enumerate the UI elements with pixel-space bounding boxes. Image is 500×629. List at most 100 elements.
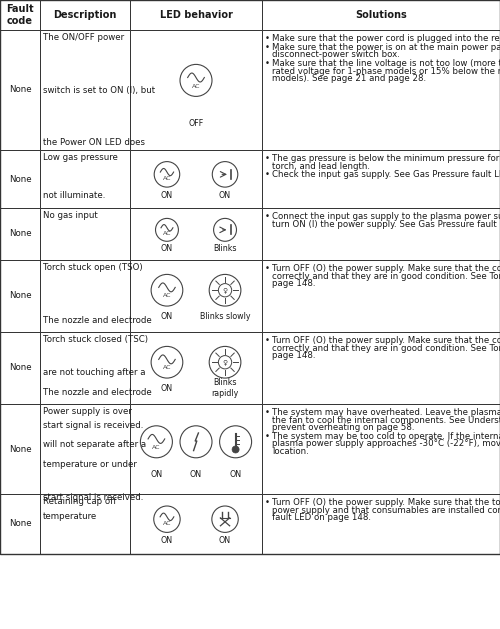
Text: torch, and lead length.: torch, and lead length. [272,162,370,170]
Text: Blinks: Blinks [214,244,237,253]
Text: AC: AC [152,445,160,450]
Text: •: • [265,408,270,417]
Text: Connect the input gas supply to the plasma power supply. Turn OFF (O) then: Connect the input gas supply to the plas… [272,212,500,221]
Bar [40,260,130,332]
Bar [262,404,500,494]
Text: None: None [8,230,32,238]
Text: page 148.: page 148. [272,279,316,288]
Text: will not separate after a: will not separate after a [43,440,146,449]
Text: Turn OFF (O) the power supply. Make sure that the consumables are installed: Turn OFF (O) the power supply. Make sure… [272,264,500,273]
Bar [40,208,130,260]
Text: The ON/OFF power: The ON/OFF power [43,33,124,42]
Bar [262,332,500,404]
Text: plasma power supply approaches -30°C (-22°F), move the system to a warmer: plasma power supply approaches -30°C (-2… [272,440,500,448]
Text: •: • [265,264,270,273]
Text: ♀: ♀ [222,359,228,365]
Text: Torch stuck open (TSO): Torch stuck open (TSO) [43,263,142,272]
Bar [0,332,40,404]
Text: ON: ON [190,470,202,479]
Bar [0,0,500,554]
Text: Low gas pressure: Low gas pressure [43,153,118,162]
Text: None: None [8,520,32,528]
Text: AC: AC [192,84,200,89]
Text: Description: Description [54,10,116,20]
Bar [262,30,500,150]
Bar [0,260,40,332]
Bar [0,150,40,208]
Text: None: None [8,174,32,184]
Text: AC: AC [162,365,171,370]
Text: location.: location. [272,447,309,456]
Text: ON: ON [219,191,231,200]
Bar [130,0,262,30]
Bar [262,260,500,332]
Text: Torch stuck closed (TSC): Torch stuck closed (TSC) [43,335,148,344]
Text: start signal is received.: start signal is received. [43,421,144,430]
Text: are not touching after a: are not touching after a [43,369,146,377]
Bar [262,208,500,260]
Text: fault LED on page 148.: fault LED on page 148. [272,513,371,522]
Text: OFF: OFF [188,119,204,128]
Text: •: • [265,34,270,43]
Text: prevent overheating on page 58.: prevent overheating on page 58. [272,423,414,432]
Text: Make sure that the power is on at the main power panel or at the: Make sure that the power is on at the ma… [272,43,500,52]
Text: power supply and that consumables are installed correctly. See Torch Cap: power supply and that consumables are in… [272,506,500,515]
Bar [262,150,500,208]
Text: None: None [8,86,32,94]
Text: start signal is received.: start signal is received. [43,493,144,502]
Text: None: None [8,445,32,454]
Bar [130,30,262,150]
Text: The nozzle and electrode: The nozzle and electrode [43,316,152,325]
Circle shape [232,446,239,453]
Text: •: • [265,336,270,345]
Text: Power supply is over: Power supply is over [43,407,132,416]
Text: None: None [8,364,32,372]
Text: The system may be too cold to operate. If the internal temperature of the: The system may be too cold to operate. I… [272,432,500,441]
Text: LED behavior: LED behavior [160,10,232,20]
Text: Make sure that the power cord is plugged into the receptacle.: Make sure that the power cord is plugged… [272,34,500,43]
Text: rated voltage for 1-phase models or 15% below the rated voltage for 3-phase: rated voltage for 1-phase models or 15% … [272,67,500,75]
Bar [130,150,262,208]
Text: the fan to cool the internal components. See Understand duty cycle to: the fan to cool the internal components.… [272,416,500,425]
Text: page 148.: page 148. [272,351,316,360]
Text: Check the input gas supply. See Gas Pressure fault LED on page 147.: Check the input gas supply. See Gas Pres… [272,170,500,179]
Text: None: None [8,291,32,301]
Text: ON: ON [161,191,173,200]
Bar [262,0,500,30]
Text: correctly and that they are in good condition. See Torch Cap fault LED on: correctly and that they are in good cond… [272,272,500,281]
Text: The nozzle and electrode: The nozzle and electrode [43,387,152,397]
Bar [130,332,262,404]
Text: Turn OFF (O) the power supply. Make sure that the consumables are installed: Turn OFF (O) the power supply. Make sure… [272,336,500,345]
Text: temperature: temperature [43,513,97,521]
Text: AC: AC [162,293,171,298]
Bar [130,494,262,554]
Text: The gas pressure is below the minimum pressure for that process, mode,: The gas pressure is below the minimum pr… [272,154,500,163]
Bar [130,260,262,332]
Text: The system may have overheated. Leave the plasma power supply ON to allow: The system may have overheated. Leave th… [272,408,500,417]
Text: No gas input: No gas input [43,211,98,220]
Text: disconnect-power switch box.: disconnect-power switch box. [272,50,400,59]
Text: •: • [265,43,270,52]
Bar [130,208,262,260]
Bar [262,494,500,554]
Text: turn ON (I) the power supply. See Gas Pressure fault LED on page 147.: turn ON (I) the power supply. See Gas Pr… [272,220,500,229]
Text: ♀: ♀ [222,287,228,293]
Text: ON: ON [150,470,162,479]
Text: the Power ON LED does: the Power ON LED does [43,138,145,147]
Bar [40,30,130,150]
Text: AC: AC [162,231,171,237]
Text: ON: ON [161,244,173,253]
Text: ON: ON [230,470,241,479]
Bar [0,30,40,150]
Text: AC: AC [162,176,171,181]
Bar [0,208,40,260]
Bar [130,404,262,494]
Text: ON: ON [161,537,173,545]
Text: Fault
code: Fault code [6,4,34,26]
Text: •: • [265,212,270,221]
Bar [0,404,40,494]
Bar [40,332,130,404]
Text: Retaining cap off: Retaining cap off [43,497,117,506]
Text: Make sure that the line voltage is not too low (more than 10% below the: Make sure that the line voltage is not t… [272,59,500,68]
Text: AC: AC [162,521,171,526]
